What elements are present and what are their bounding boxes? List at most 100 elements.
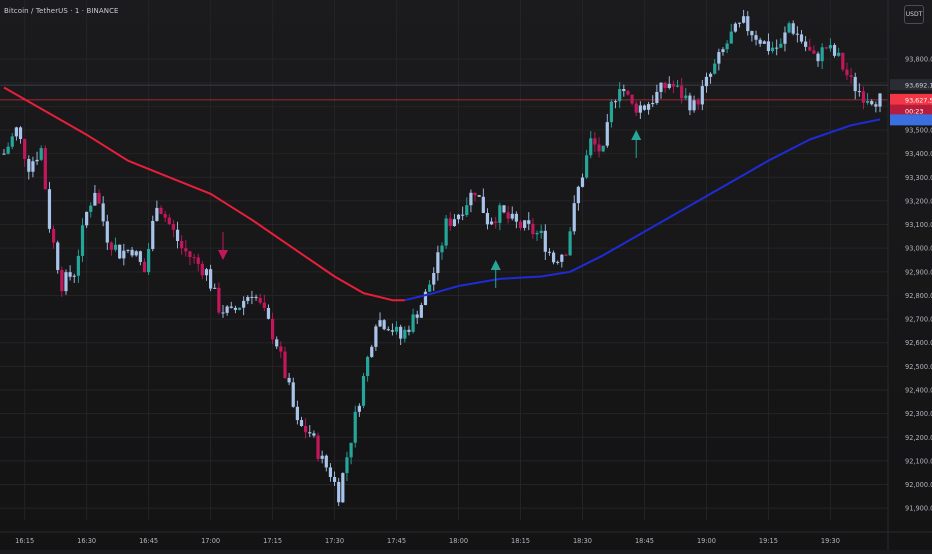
candle-body — [791, 23, 795, 34]
x-tick-label: 17:15 — [263, 537, 282, 545]
candle — [155, 200, 159, 222]
candle — [394, 321, 399, 335]
candle-body — [456, 214, 461, 220]
candle — [209, 264, 213, 292]
candle-body — [849, 75, 853, 77]
candle-body — [564, 254, 568, 256]
candle — [766, 33, 771, 55]
candle-body — [345, 457, 349, 474]
candle-body — [213, 287, 217, 289]
x-tick-label: 17:00 — [201, 537, 220, 545]
candle-body — [266, 307, 271, 319]
candle-body — [23, 138, 27, 159]
candle-body — [93, 192, 97, 206]
candle-body — [171, 224, 176, 230]
x-tick-label: 18:45 — [635, 537, 654, 545]
y-tick-label: 93,100.00 — [905, 221, 932, 229]
candle-body — [551, 252, 556, 263]
candle-body — [357, 405, 361, 412]
candle-body — [634, 103, 638, 113]
candle-body — [498, 205, 502, 223]
currency-button[interactable]: USDT — [904, 5, 924, 24]
candle-body — [692, 100, 696, 111]
y-tick-label: 92,800.00 — [905, 292, 932, 300]
candle-body — [68, 272, 72, 277]
candle — [812, 45, 816, 54]
candle — [213, 283, 217, 289]
candle-body — [737, 22, 742, 24]
candle — [717, 48, 721, 71]
candle — [188, 250, 192, 266]
candle-body — [39, 148, 43, 160]
candle — [113, 237, 118, 252]
candle — [461, 206, 465, 221]
candle — [382, 319, 386, 331]
sell-arrow-head — [218, 250, 228, 260]
candle-body — [419, 305, 423, 318]
candle — [576, 185, 580, 211]
candle — [122, 243, 126, 266]
candle — [671, 80, 675, 94]
candle — [440, 242, 444, 260]
candle — [721, 47, 725, 56]
candle-body — [233, 307, 237, 310]
candle — [295, 400, 299, 425]
candle — [23, 138, 27, 167]
candle — [655, 84, 659, 105]
candle — [6, 142, 10, 155]
candle-body — [593, 138, 597, 145]
candle-body — [399, 326, 403, 339]
candle-body — [76, 255, 80, 276]
candle — [601, 145, 605, 153]
candle-body — [543, 230, 547, 252]
candle-body — [841, 52, 845, 70]
candle-body — [423, 291, 428, 306]
candle — [151, 215, 155, 252]
y-tick-label: 92,100.00 — [905, 457, 932, 465]
candle-body — [609, 101, 614, 123]
candle — [795, 26, 799, 43]
candle — [76, 249, 80, 283]
candle-body — [118, 244, 122, 259]
candle — [845, 62, 849, 80]
moving-average-below — [404, 118, 881, 302]
candle — [618, 82, 622, 108]
candle — [184, 240, 188, 257]
candle-body — [485, 212, 490, 225]
candle — [523, 220, 527, 231]
candle — [167, 214, 171, 226]
candle — [783, 26, 787, 52]
candle — [101, 196, 105, 227]
candle-body — [167, 217, 171, 225]
candle — [328, 463, 333, 482]
y-tick-label: 92,900.00 — [905, 268, 932, 276]
candle — [708, 72, 713, 84]
candle — [196, 253, 200, 272]
candle-body — [502, 205, 506, 213]
candle — [85, 211, 89, 229]
candle-body — [861, 91, 866, 103]
candle-body — [580, 177, 585, 187]
candle-body — [655, 91, 659, 103]
candle-body — [188, 251, 192, 258]
candle-body — [750, 31, 754, 36]
candle — [572, 195, 576, 235]
high-price-label: 93,692.18 — [905, 82, 932, 90]
candle — [746, 11, 750, 36]
candle — [361, 372, 366, 409]
candle-body — [733, 23, 737, 32]
candle — [444, 215, 448, 249]
candle-body — [696, 100, 700, 105]
candle — [849, 67, 853, 84]
signal-arrows — [218, 130, 642, 288]
candle — [799, 29, 804, 44]
candle — [246, 295, 250, 305]
high-price-box — [890, 79, 932, 91]
candle — [779, 38, 783, 49]
candle-body — [523, 220, 527, 228]
candle-body — [328, 467, 333, 477]
candle — [39, 145, 43, 162]
candle-body — [626, 91, 630, 95]
